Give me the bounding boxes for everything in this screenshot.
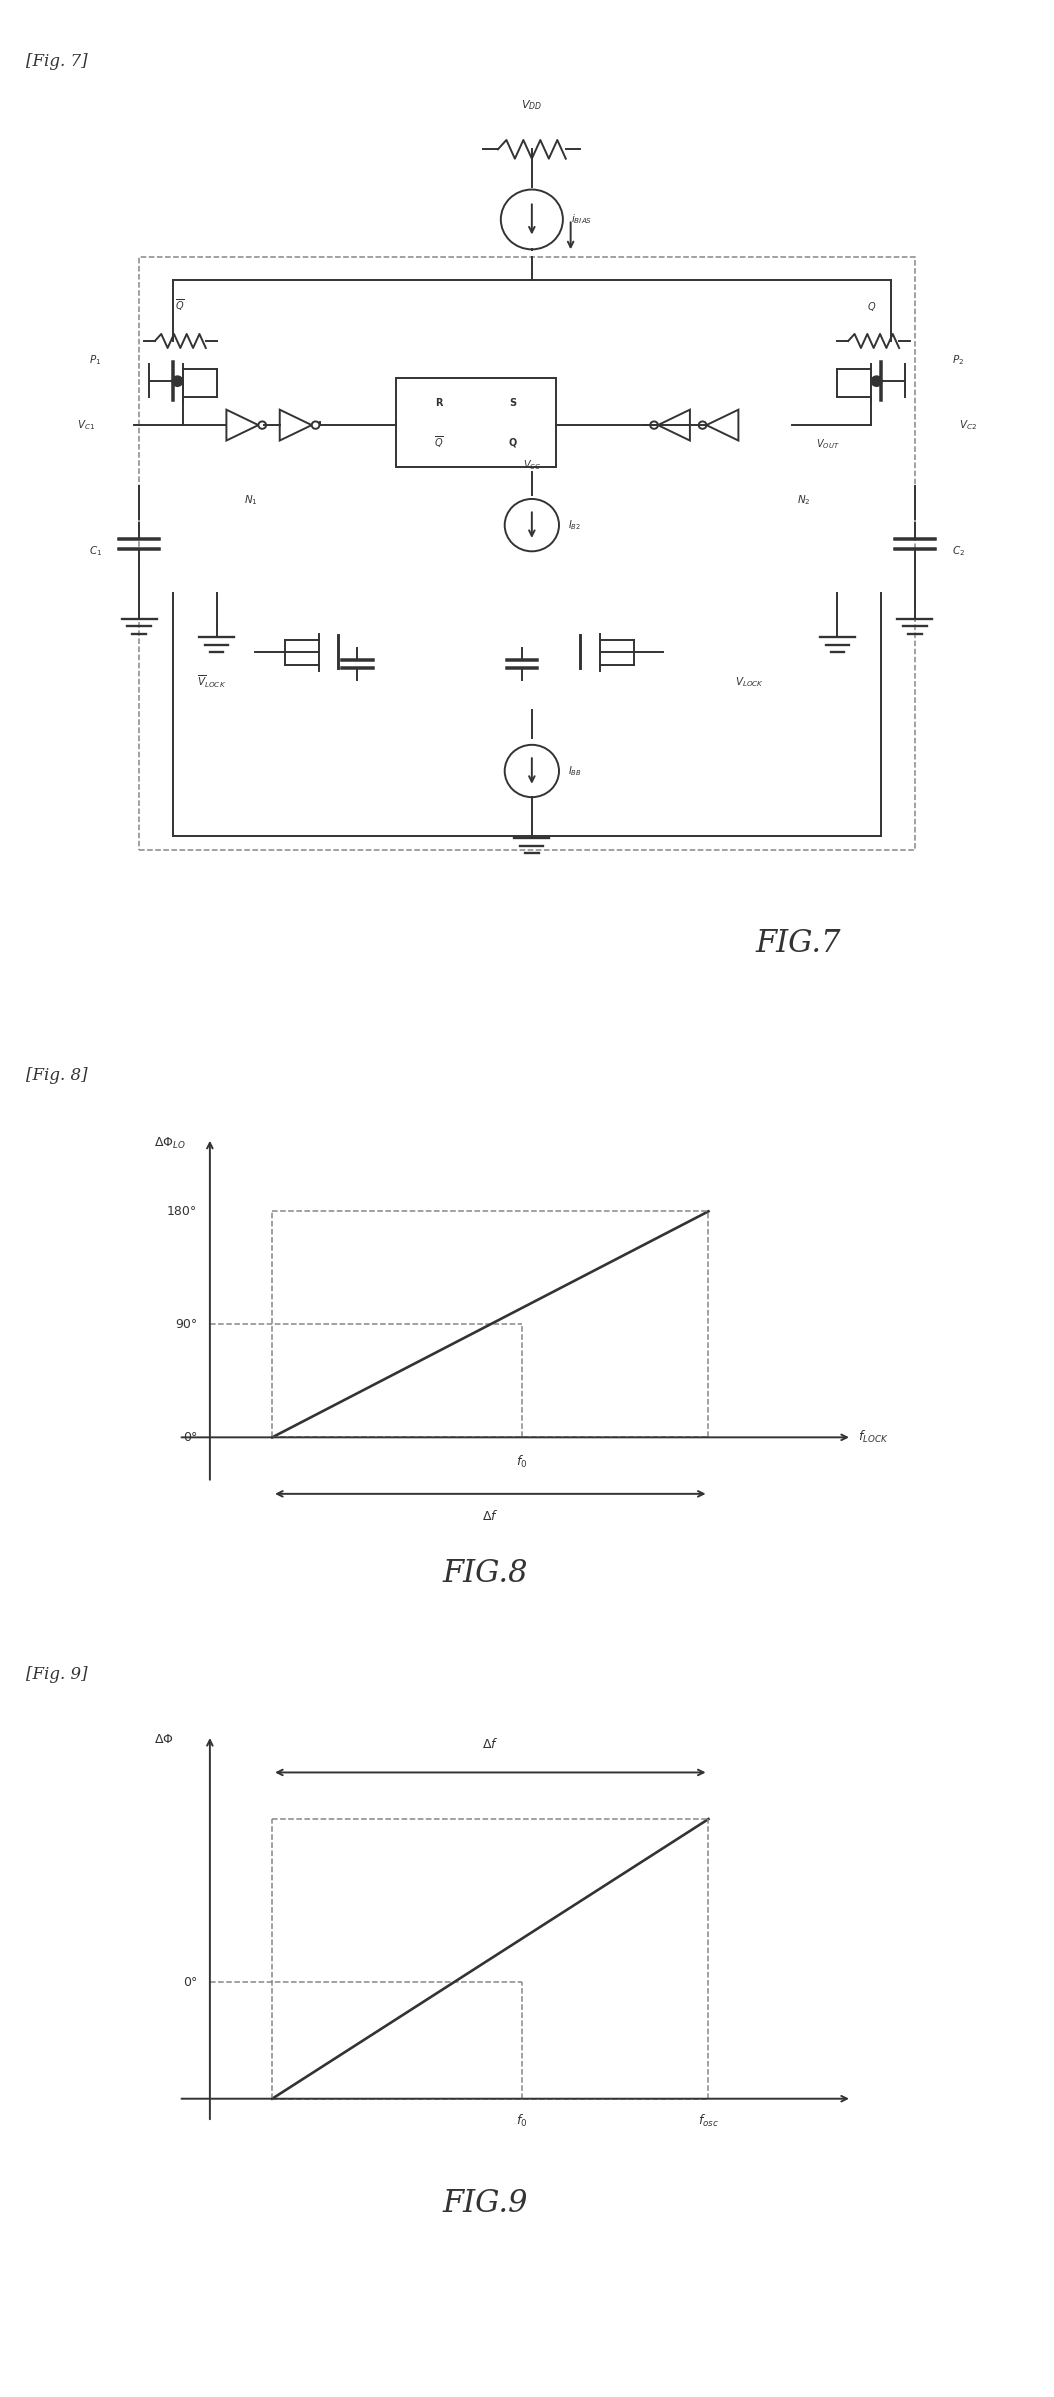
Text: $C_1$: $C_1$ xyxy=(89,544,102,559)
Text: $I_{B2}$: $I_{B2}$ xyxy=(568,518,581,532)
Text: $\overline{V}_{LOCK}$: $\overline{V}_{LOCK}$ xyxy=(197,674,227,690)
Text: $V_{LOCK}$: $V_{LOCK}$ xyxy=(736,676,764,688)
Text: [Fig. 9]: [Fig. 9] xyxy=(26,1666,87,1683)
Text: $V_{OUT}$: $V_{OUT}$ xyxy=(816,436,839,451)
Text: FIG.8: FIG.8 xyxy=(442,1558,528,1589)
Text: 90°: 90° xyxy=(175,1318,197,1330)
Text: $\overline{Q}$: $\overline{Q}$ xyxy=(175,297,184,314)
Text: $f_{LOCK}$: $f_{LOCK}$ xyxy=(858,1429,889,1445)
Bar xyxy=(139,256,915,851)
Text: $\Delta\Phi_{LO}$: $\Delta\Phi_{LO}$ xyxy=(154,1136,186,1151)
Text: $\Delta f$: $\Delta f$ xyxy=(482,1510,499,1524)
Text: $\overline{Q}$: $\overline{Q}$ xyxy=(434,434,444,451)
Text: $f_0$: $f_0$ xyxy=(515,1455,527,1469)
Text: FIG.7: FIG.7 xyxy=(756,928,841,959)
Text: FIG.9: FIG.9 xyxy=(442,2188,528,2220)
Text: $C_2$: $C_2$ xyxy=(952,544,965,559)
Text: [Fig. 8]: [Fig. 8] xyxy=(26,1067,87,1083)
Circle shape xyxy=(172,376,182,386)
Text: $\Delta\Phi$: $\Delta\Phi$ xyxy=(154,1733,174,1747)
Circle shape xyxy=(872,376,882,386)
Text: $f_{osc}$: $f_{osc}$ xyxy=(698,2112,719,2129)
Text: $P_2$: $P_2$ xyxy=(953,352,964,367)
Bar xyxy=(396,379,557,467)
Text: S: S xyxy=(509,398,516,407)
Text: 0°: 0° xyxy=(183,1431,197,1443)
Text: $V_{DD}$: $V_{DD}$ xyxy=(522,98,543,113)
Text: $V_{C2}$: $V_{C2}$ xyxy=(959,417,977,431)
Text: $f_0$: $f_0$ xyxy=(515,2112,527,2129)
Text: $N_2$: $N_2$ xyxy=(797,494,811,506)
Text: $\Delta f$: $\Delta f$ xyxy=(482,1738,499,1752)
Text: 180°: 180° xyxy=(168,1206,197,1218)
Text: Q: Q xyxy=(509,436,518,448)
Text: $N_1$: $N_1$ xyxy=(243,494,257,506)
Text: 0°: 0° xyxy=(183,1975,197,1990)
Text: $Q$: $Q$ xyxy=(866,300,876,314)
Text: $V_{CC}$: $V_{CC}$ xyxy=(523,458,541,472)
Text: R: R xyxy=(435,398,443,407)
Text: $I_{BB}$: $I_{BB}$ xyxy=(568,765,582,779)
Text: [Fig. 7]: [Fig. 7] xyxy=(26,53,87,70)
Text: $i_{BIAS}$: $i_{BIAS}$ xyxy=(570,213,592,225)
Text: $V_{C1}$: $V_{C1}$ xyxy=(77,417,95,431)
Text: $P_1$: $P_1$ xyxy=(90,352,101,367)
